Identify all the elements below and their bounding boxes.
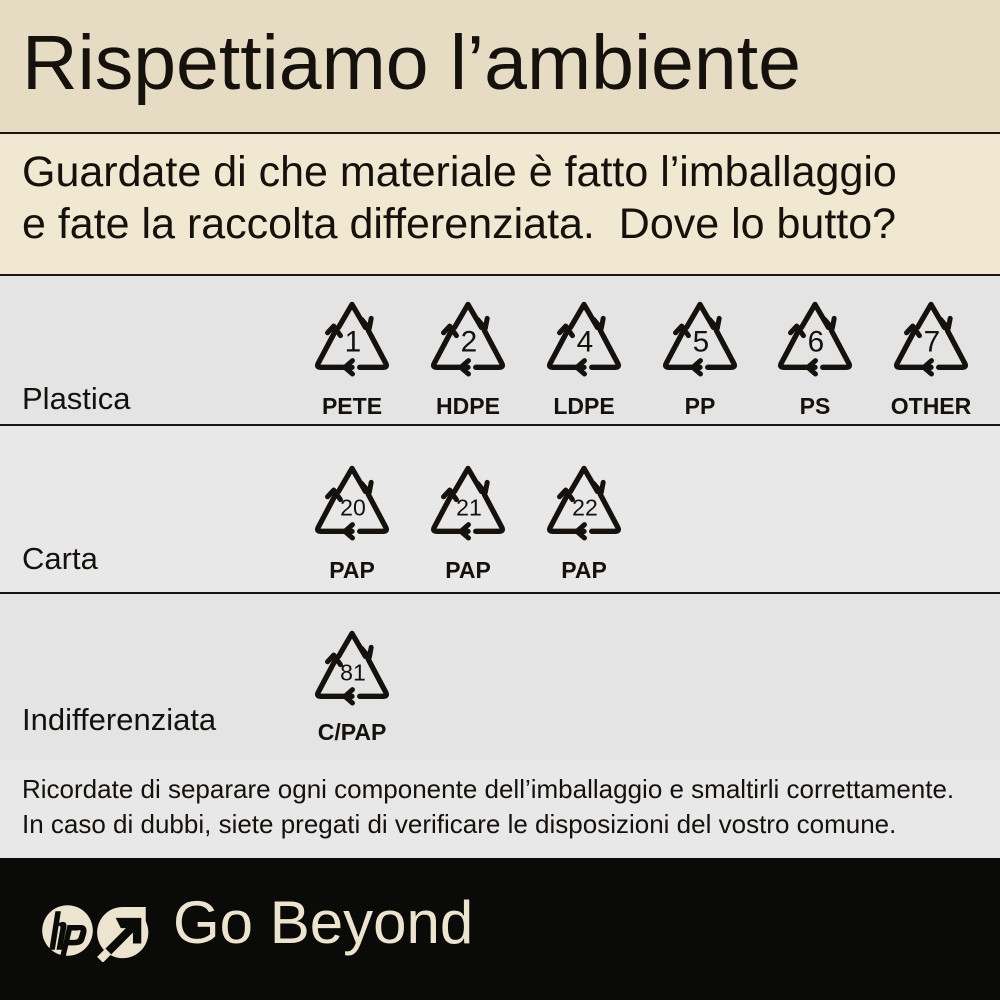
svg-text:81: 81 xyxy=(340,659,366,685)
svg-text:21: 21 xyxy=(456,494,482,520)
svg-text:1: 1 xyxy=(345,325,362,358)
svg-text:7: 7 xyxy=(924,325,941,358)
svg-text:20: 20 xyxy=(340,494,366,520)
svg-text:4: 4 xyxy=(577,325,594,358)
svg-text:2: 2 xyxy=(461,325,478,358)
svg-text:22: 22 xyxy=(572,494,598,520)
svg-text:6: 6 xyxy=(808,325,825,358)
svg-text:5: 5 xyxy=(693,325,710,358)
